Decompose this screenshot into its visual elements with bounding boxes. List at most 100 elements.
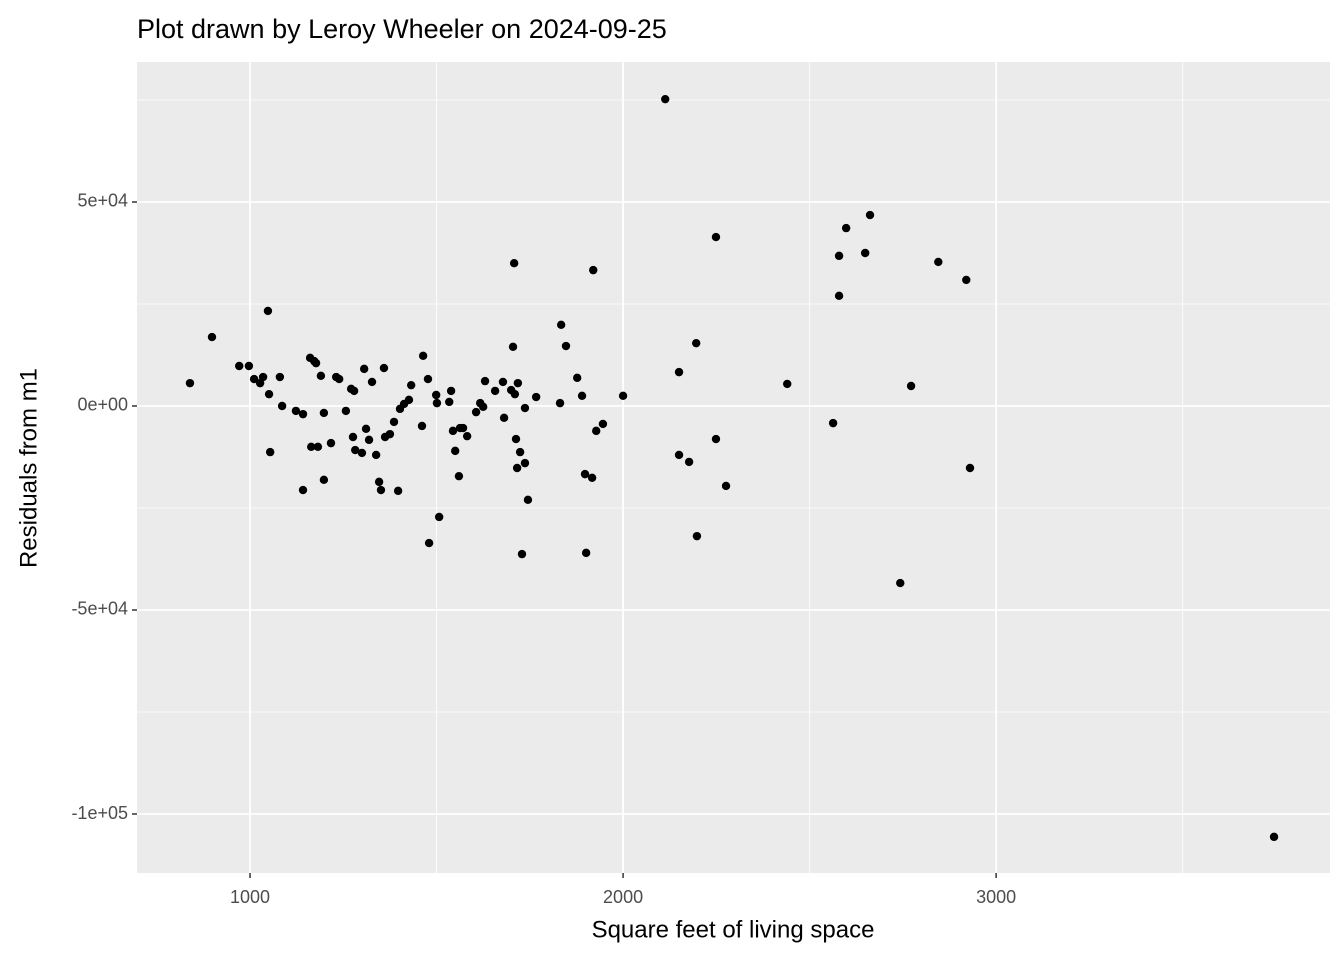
point <box>498 377 508 387</box>
point <box>319 475 329 485</box>
point <box>517 549 527 559</box>
point <box>367 377 377 387</box>
point <box>393 486 403 496</box>
point <box>454 471 464 481</box>
point <box>965 463 975 473</box>
point <box>865 210 875 220</box>
point <box>508 342 518 352</box>
point <box>531 392 541 402</box>
point <box>462 431 472 441</box>
point <box>512 463 522 473</box>
point <box>249 374 259 384</box>
point <box>264 389 274 399</box>
point <box>577 391 587 400</box>
point <box>432 398 442 408</box>
point <box>783 379 792 389</box>
point <box>404 395 414 405</box>
point <box>572 373 582 383</box>
point <box>828 418 838 428</box>
point <box>499 413 509 423</box>
point <box>348 432 358 442</box>
point <box>860 248 870 258</box>
y-tick-label: -5e+04 <box>71 599 128 619</box>
point <box>244 361 254 371</box>
point <box>376 485 386 495</box>
point <box>581 548 591 558</box>
point <box>448 426 458 436</box>
point <box>291 406 301 416</box>
point <box>277 401 287 411</box>
point <box>406 380 416 390</box>
point <box>311 358 321 368</box>
point <box>523 495 533 505</box>
point <box>520 403 530 413</box>
point <box>906 381 916 391</box>
point <box>618 391 628 400</box>
point <box>555 398 565 408</box>
x-tick-label: 1000 <box>230 887 270 907</box>
point <box>515 447 525 457</box>
point <box>478 402 488 412</box>
point <box>361 424 371 434</box>
x-tick-label: 2000 <box>603 887 643 907</box>
point <box>834 291 844 301</box>
point <box>674 367 684 377</box>
y-tick-label: -1e+05 <box>71 803 128 823</box>
point <box>258 372 268 382</box>
point <box>711 232 721 242</box>
point <box>1269 832 1279 842</box>
chart-title: Plot drawn by Leroy Wheeler on 2024-09-2… <box>137 14 667 44</box>
point <box>458 423 468 433</box>
point <box>385 429 395 439</box>
point <box>326 438 336 448</box>
point <box>587 473 597 483</box>
point <box>418 351 428 361</box>
point <box>446 386 456 396</box>
point <box>371 450 381 460</box>
point <box>896 578 905 588</box>
point <box>834 251 844 261</box>
point <box>417 421 427 431</box>
point <box>424 538 434 548</box>
x-tick-label: 3000 <box>976 887 1016 907</box>
point <box>374 477 384 487</box>
y-axis-title: Residuals from m1 <box>15 368 42 568</box>
point <box>445 397 454 407</box>
point <box>298 409 308 419</box>
point <box>934 257 943 267</box>
point <box>451 446 460 456</box>
point <box>434 512 444 522</box>
point <box>691 338 701 348</box>
point <box>423 374 433 384</box>
point <box>592 426 601 436</box>
point <box>341 406 351 416</box>
point <box>471 407 481 417</box>
point <box>316 371 326 380</box>
point <box>185 378 195 388</box>
point <box>589 265 598 275</box>
point <box>307 442 316 451</box>
point <box>513 378 523 388</box>
point <box>319 408 329 418</box>
point <box>841 223 851 233</box>
point <box>721 481 731 491</box>
point <box>235 361 244 371</box>
point <box>674 450 684 460</box>
y-tick-label: 0e+00 <box>77 395 128 415</box>
point <box>298 485 308 495</box>
x-axis-title: Square feet of living space <box>592 916 875 943</box>
point <box>275 372 285 382</box>
point <box>364 435 374 445</box>
point <box>379 363 389 373</box>
point <box>490 386 500 396</box>
point <box>357 448 367 458</box>
point <box>509 258 519 268</box>
point <box>561 341 571 351</box>
point <box>711 434 721 444</box>
point <box>207 332 217 342</box>
point <box>580 469 590 479</box>
point <box>556 320 566 329</box>
point <box>349 386 359 396</box>
